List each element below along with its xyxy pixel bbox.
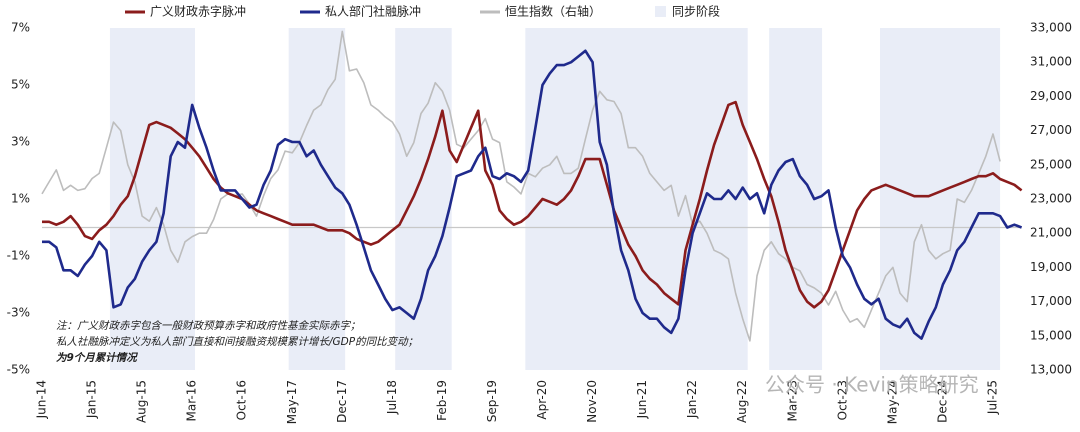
x-tick-label: Jan-15 [85, 380, 99, 419]
x-tick-label: Mar-23 [785, 380, 799, 421]
y2-tick-label: 19,000 [1030, 260, 1072, 274]
y-tick-label: 7% [11, 21, 30, 35]
plot-layer: -5% -3% -1% 1% 3% 5% 7% 13,000 15,000 17,000 19,00… [7, 4, 1072, 425]
series-line [42, 100, 1023, 309]
shaded-period [109, 28, 196, 370]
x-tick-label: Feb-19 [435, 380, 449, 421]
legend-label: 恒生指数（右轴） [505, 4, 601, 19]
x-tick-label: Sep-19 [485, 380, 499, 422]
y2-tick-label: 21,000 [1030, 226, 1072, 240]
legend-label: 广义财政赤字脉冲 [150, 4, 246, 19]
shaded-period [879, 28, 1001, 370]
y2-tick-label: 25,000 [1030, 157, 1072, 171]
y2-tick-label: 15,000 [1030, 328, 1072, 342]
legend-label: 同步阶段 [672, 4, 720, 19]
y2-tick-label: 13,000 [1030, 363, 1072, 377]
x-tick-label: Aug-15 [135, 380, 149, 423]
x-tick-label: Jun-14 [35, 380, 49, 419]
x-tick-label: Oct-23 [835, 380, 849, 420]
y-tick-label: -3% [7, 306, 30, 320]
x-tick-label: May-17 [285, 380, 299, 424]
y-tick-label: 5% [11, 78, 30, 92]
watermark: 公众号 · Kevin策略研究 [765, 373, 979, 397]
series-line [42, 49, 1023, 340]
x-tick-label: Oct-16 [235, 380, 249, 420]
x-tick-label: Jan-22 [685, 380, 699, 419]
note: 注：广义财政赤字包含一般财政预算赤字和政府性基金实际赤字； [56, 320, 361, 332]
series-line [41, 30, 1001, 342]
y-tick-label: 1% [11, 192, 30, 206]
note: 私人社融脉冲定义为私人部门直接和间接融资规模累计增长/GDP的同比变动； [56, 336, 418, 348]
x-tick-label: Nov-20 [585, 380, 599, 423]
x-tick-label: Jul-18 [385, 380, 399, 415]
y2-tick-label: 27,000 [1030, 123, 1072, 137]
y2-tick-label: 17,000 [1030, 294, 1072, 308]
y2-tick-label: 29,000 [1030, 89, 1072, 103]
x-tick-label: Dec-24 [935, 380, 949, 423]
x-tick-label: Aug-22 [735, 380, 749, 423]
x-tick-label: Mar-16 [185, 380, 199, 421]
y2-tick-label: 33,000 [1030, 21, 1072, 35]
x-tick-label: Apr-20 [535, 380, 549, 420]
x-tick-label: Jul-25 [985, 380, 999, 415]
x-tick-label: Jun-21 [635, 380, 649, 419]
y-tick-label: -5% [7, 363, 30, 377]
y2-tick-label: 23,000 [1030, 192, 1072, 206]
y-tick-label: 3% [11, 135, 30, 149]
x-tick-label: May-24 [885, 380, 899, 424]
shaded-period [395, 28, 452, 370]
x-tick-label: Dec-17 [335, 380, 349, 423]
note: 为9个月累计情况 [56, 351, 138, 364]
legend-swatch [655, 6, 666, 17]
y-tick-label: -1% [7, 249, 30, 263]
legend-label: 私人部门社融脉冲 [325, 4, 421, 19]
y2-tick-label: 31,000 [1030, 55, 1072, 69]
shaded-period [288, 28, 346, 370]
